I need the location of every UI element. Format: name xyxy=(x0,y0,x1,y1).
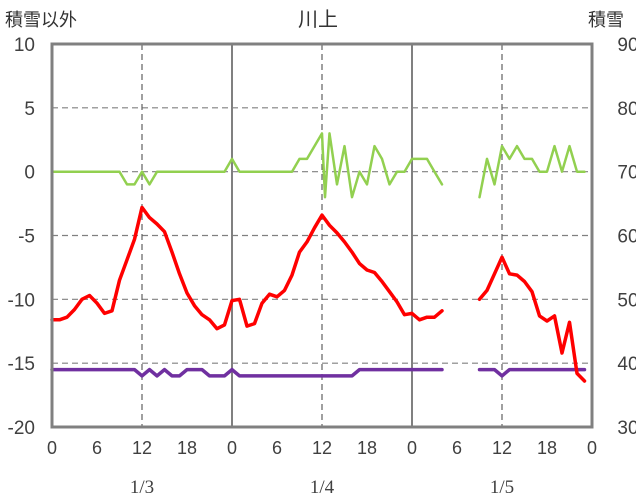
left-tick-label: 0 xyxy=(24,163,35,184)
x-tick-label: 6 xyxy=(92,438,102,458)
x-tick-label: 0 xyxy=(227,438,237,458)
snow-depth-line xyxy=(50,367,444,378)
plot-frame xyxy=(50,42,594,429)
precipitation-line xyxy=(478,144,586,199)
left-tick-label: -20 xyxy=(8,418,35,439)
right-tick-label: 50 xyxy=(617,290,636,311)
right-axis-title: 積雪 xyxy=(588,10,624,31)
right-tick-label: 60 xyxy=(617,227,636,248)
temperature-line xyxy=(50,205,444,331)
date-label: 1/5 xyxy=(490,477,514,498)
right-tick-label: 30 xyxy=(617,418,636,439)
x-tick-label: 12 xyxy=(492,438,512,458)
x-tick-label: 0 xyxy=(407,438,417,458)
right-tick-label: 80 xyxy=(617,99,636,120)
vertical-separators xyxy=(141,44,503,427)
x-tick-label: 6 xyxy=(452,438,462,458)
date-label: 1/3 xyxy=(130,477,154,498)
x-tick-label: 0 xyxy=(587,438,597,458)
chart-title: 川上 xyxy=(298,8,338,31)
left-tick-label: 10 xyxy=(14,35,35,56)
temperature-line xyxy=(477,255,587,383)
plot-border xyxy=(50,42,594,429)
x-tick-label: 0 xyxy=(47,438,57,458)
x-tick-label: 18 xyxy=(177,438,197,458)
series-lines xyxy=(50,132,587,383)
snow-depth-line xyxy=(477,367,587,378)
x-tick-label: 18 xyxy=(357,438,377,458)
x-tick-label: 18 xyxy=(537,438,557,458)
precipitation-line xyxy=(50,132,444,199)
left-axis-title: 積雪以外 xyxy=(5,10,77,31)
x-tick-label: 12 xyxy=(312,438,332,458)
left-tick-label: -15 xyxy=(8,354,35,375)
date-label: 1/4 xyxy=(310,477,335,498)
right-tick-label: 90 xyxy=(617,35,636,56)
right-tick-label: 70 xyxy=(617,163,636,184)
right-tick-label: 40 xyxy=(617,354,636,375)
x-tick-label: 12 xyxy=(132,438,152,458)
left-tick-label: -10 xyxy=(8,290,35,311)
left-tick-label: -5 xyxy=(18,227,35,248)
left-tick-label: 5 xyxy=(24,99,35,120)
x-tick-label: 6 xyxy=(272,438,282,458)
